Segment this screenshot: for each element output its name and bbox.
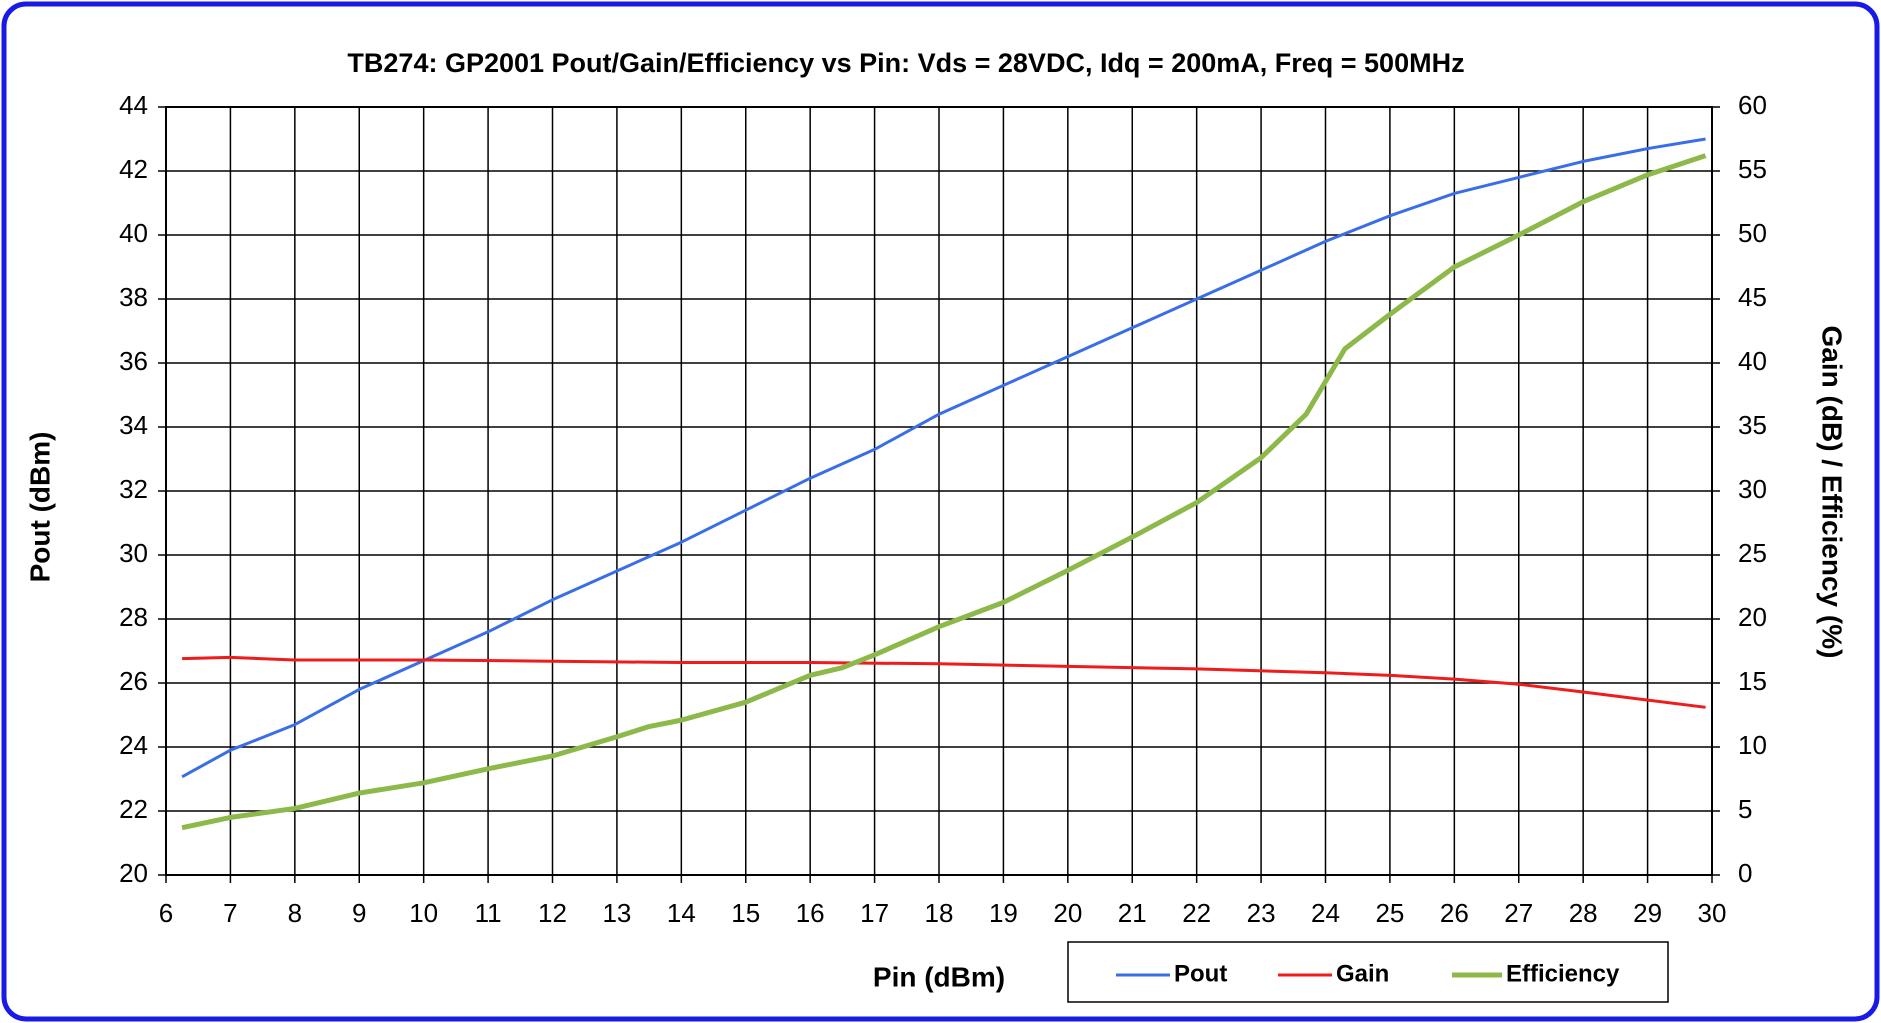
x-tick-label: 29 — [1633, 898, 1662, 928]
series-line — [181, 153, 1707, 831]
y2-axis-title: Gain (dB) / Efficiency (%) — [1817, 326, 1848, 659]
y-tick-label: 28 — [119, 602, 148, 632]
y2-tick-label: 45 — [1738, 282, 1767, 312]
x-tick-label: 9 — [352, 898, 366, 928]
x-tick-label: 21 — [1118, 898, 1147, 928]
y2-tick-label: 50 — [1738, 218, 1767, 248]
y-tick-label: 24 — [119, 730, 148, 760]
x-tick-label: 19 — [989, 898, 1018, 928]
x-tick-label: 12 — [538, 898, 567, 928]
x-tick-label: 13 — [602, 898, 631, 928]
y-tick-label: 36 — [119, 346, 148, 376]
y-tick-label: 22 — [119, 794, 148, 824]
y2-tick-label: 15 — [1738, 666, 1767, 696]
x-tick-label: 28 — [1569, 898, 1598, 928]
x-tick-label: 30 — [1698, 898, 1727, 928]
plot-border — [165, 106, 1713, 876]
x-tick-label: 26 — [1440, 898, 1469, 928]
x-tick-label: 20 — [1053, 898, 1082, 928]
y2-tick-label: 25 — [1738, 538, 1767, 568]
x-tick-label: 6 — [159, 898, 173, 928]
x-tick-label: 16 — [796, 898, 825, 928]
x-tick-label: 17 — [860, 898, 889, 928]
x-tick-label: 11 — [475, 898, 502, 928]
y-axis-title: Pout (dBm) — [24, 432, 55, 583]
y-tick-label: 30 — [119, 538, 148, 568]
x-tick-label: 7 — [223, 898, 237, 928]
y2-tick-label: 5 — [1738, 794, 1752, 824]
y2-tick-label: 40 — [1738, 346, 1767, 376]
y-tick-label: 26 — [119, 666, 148, 696]
x-tick-label: 23 — [1247, 898, 1276, 928]
y2-tick-label: 30 — [1738, 474, 1767, 504]
y2-tick-label: 60 — [1738, 90, 1767, 120]
y-tick-label: 42 — [119, 154, 148, 184]
y-tick-label: 40 — [119, 218, 148, 248]
series-line — [182, 655, 1706, 709]
legend-label: Pout — [1174, 960, 1227, 987]
y-tick-label: 34 — [119, 410, 148, 440]
y2-tick-label: 0 — [1738, 858, 1752, 888]
y-tick-label: 44 — [119, 90, 148, 120]
x-tick-label: 8 — [288, 898, 302, 928]
x-axis-title: Pin (dBm) — [873, 961, 1005, 992]
chart-title: TB274: GP2001 Pout/Gain/Efficiency vs Pi… — [347, 48, 1464, 78]
y-tick-label: 32 — [119, 474, 148, 504]
x-tick-label: 27 — [1504, 898, 1533, 928]
x-tick-label: 24 — [1311, 898, 1340, 928]
y2-tick-label: 55 — [1738, 154, 1767, 184]
x-tick-label: 10 — [409, 898, 438, 928]
x-tick-label: 18 — [925, 898, 954, 928]
y2-tick-label: 35 — [1738, 410, 1767, 440]
x-tick-label: 25 — [1375, 898, 1404, 928]
x-tick-label: 15 — [731, 898, 760, 928]
legend — [1067, 941, 1669, 1003]
y-tick-label: 20 — [119, 858, 148, 888]
x-tick-label: 22 — [1182, 898, 1211, 928]
legend-label: Gain — [1336, 960, 1389, 987]
y-tick-label: 38 — [119, 282, 148, 312]
x-tick-label: 14 — [667, 898, 696, 928]
y2-tick-label: 10 — [1738, 730, 1767, 760]
y2-tick-label: 20 — [1738, 602, 1767, 632]
legend-label: Efficiency — [1506, 960, 1620, 987]
